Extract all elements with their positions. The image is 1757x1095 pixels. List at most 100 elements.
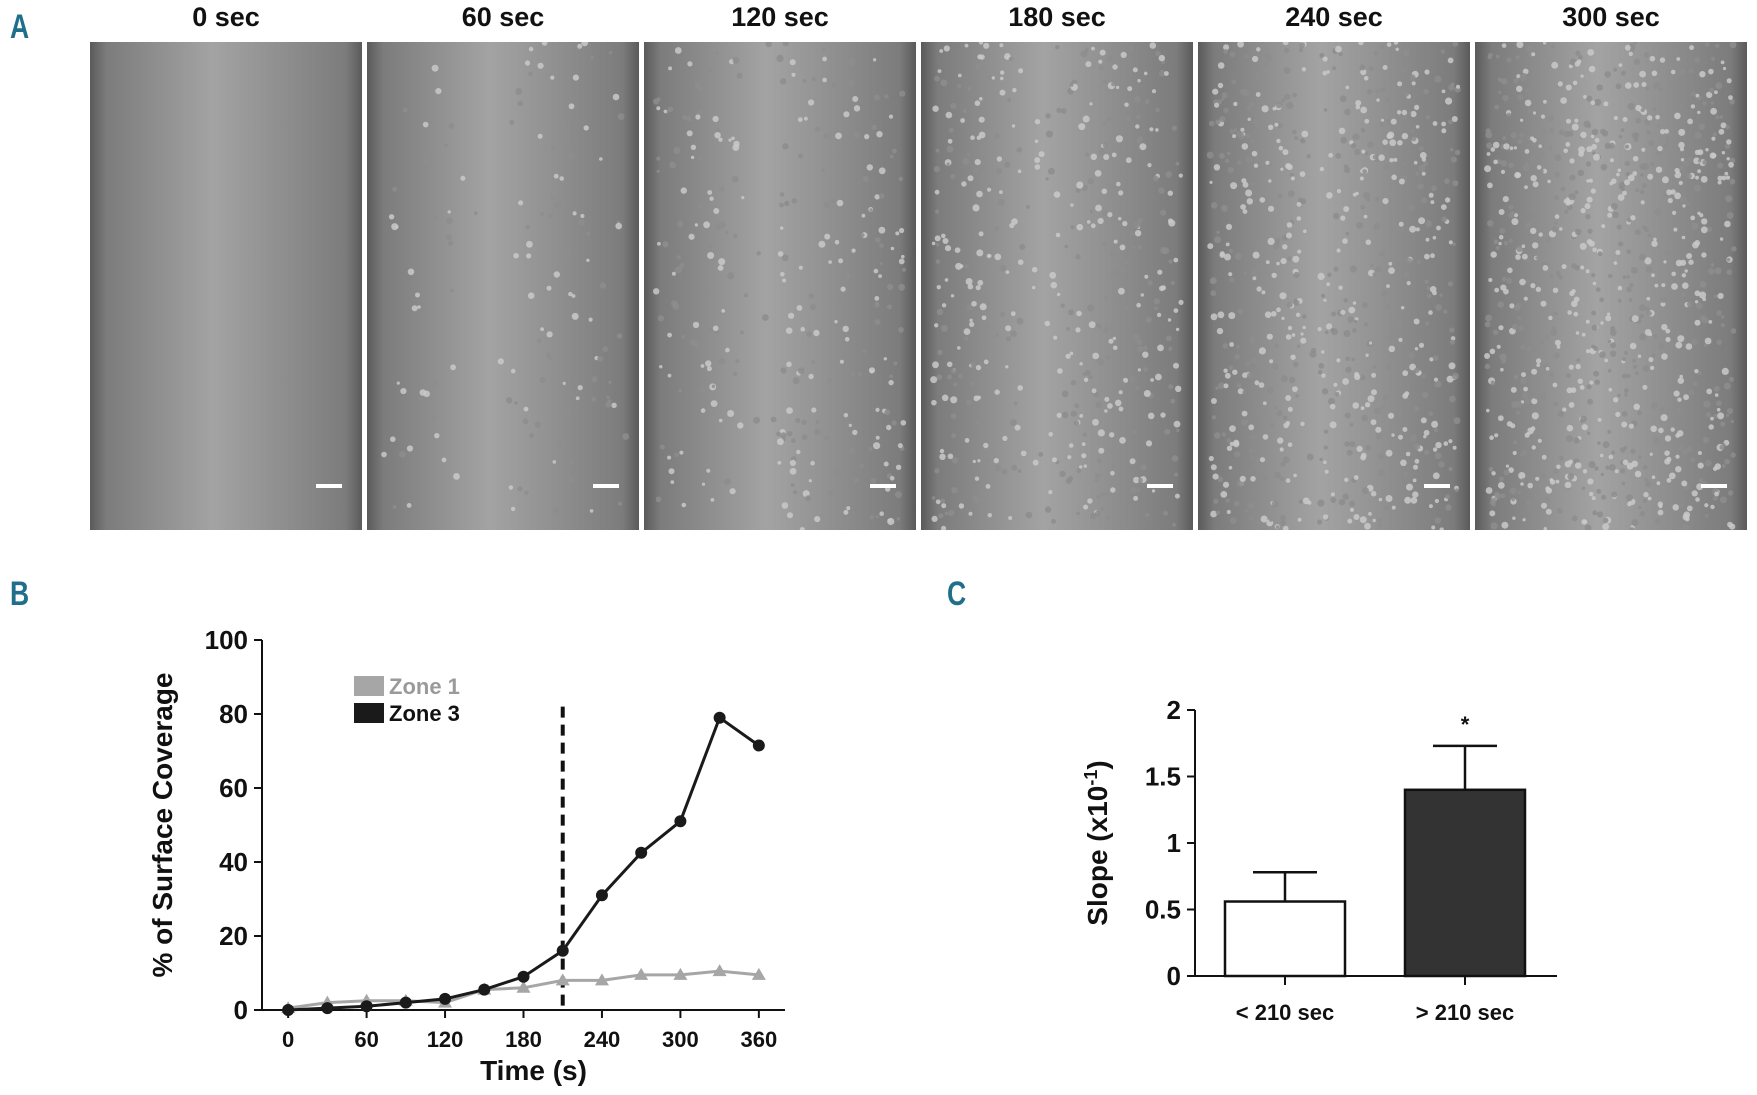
cell	[1523, 164, 1530, 172]
cell	[1342, 378, 1349, 385]
cell	[1659, 406, 1665, 412]
cell	[1597, 251, 1603, 257]
cell	[1667, 197, 1673, 204]
cell	[1393, 124, 1402, 132]
cell	[1524, 279, 1530, 285]
cell	[1530, 283, 1536, 289]
cell	[1654, 208, 1662, 216]
cell	[1554, 221, 1558, 225]
cell	[1116, 181, 1121, 187]
microscopy-frame	[921, 42, 1193, 530]
cell	[545, 352, 551, 358]
cell	[801, 419, 807, 425]
cell	[1257, 472, 1263, 478]
cell	[851, 248, 856, 253]
cell	[1338, 285, 1343, 290]
cell	[942, 238, 949, 244]
cell	[999, 312, 1005, 317]
cell	[1516, 85, 1523, 92]
cell	[1535, 81, 1540, 86]
cell	[548, 213, 553, 219]
cell	[837, 295, 841, 300]
cell	[1423, 161, 1428, 167]
cell	[1232, 134, 1237, 139]
cell	[731, 175, 739, 183]
cell	[1438, 461, 1445, 468]
cell	[1349, 500, 1356, 507]
cell	[1522, 518, 1526, 522]
cell	[935, 148, 940, 153]
cell	[862, 349, 866, 354]
cell	[1380, 118, 1385, 122]
cell	[1250, 182, 1254, 186]
cell	[668, 66, 673, 71]
cell	[1147, 412, 1155, 420]
cell	[1486, 142, 1493, 149]
cell	[1573, 437, 1580, 444]
cell	[1549, 372, 1554, 378]
cell	[1131, 245, 1136, 250]
cell	[967, 283, 974, 290]
cell	[419, 389, 427, 396]
data-point	[360, 1000, 373, 1013]
cell	[450, 364, 456, 371]
cell	[1630, 266, 1638, 274]
cell	[806, 331, 812, 337]
cell	[1620, 468, 1626, 474]
cell	[831, 199, 835, 204]
cell	[577, 43, 583, 49]
cell	[1535, 476, 1540, 481]
cell	[1577, 378, 1583, 384]
cell	[887, 283, 894, 291]
cell	[1701, 317, 1709, 324]
cell	[1293, 298, 1298, 303]
cell	[1413, 405, 1420, 412]
cell	[1222, 343, 1228, 349]
cell	[1632, 171, 1638, 176]
cell	[553, 271, 560, 278]
cell	[1362, 487, 1369, 495]
cell	[715, 51, 719, 55]
cell	[1664, 129, 1669, 134]
cell	[1673, 390, 1680, 397]
cell	[1585, 319, 1590, 324]
cell	[1544, 334, 1550, 340]
cell	[947, 374, 952, 380]
cell	[1110, 269, 1118, 277]
legend-swatch	[354, 676, 384, 696]
frame-label: 60 sec	[461, 2, 545, 32]
cell	[1329, 421, 1337, 429]
cell	[1371, 389, 1377, 396]
cell	[1721, 151, 1726, 155]
cell	[1520, 118, 1524, 122]
cell	[1348, 306, 1356, 314]
cell	[976, 135, 981, 140]
cell	[997, 198, 1005, 207]
cell	[1217, 311, 1225, 319]
cell	[1556, 464, 1561, 470]
cell	[1162, 247, 1170, 255]
cell	[1533, 161, 1537, 166]
cell	[1018, 68, 1024, 74]
cell	[878, 226, 886, 234]
cell	[1620, 128, 1625, 132]
cell	[1434, 377, 1438, 382]
cell	[822, 56, 827, 62]
cell	[1560, 186, 1566, 192]
cell	[1726, 139, 1732, 145]
cell	[1498, 242, 1502, 246]
cell	[1694, 149, 1700, 155]
cell	[943, 45, 950, 52]
cell	[944, 511, 949, 516]
cell	[1431, 420, 1439, 428]
cell	[874, 94, 880, 101]
cell	[1293, 473, 1297, 478]
cell	[839, 359, 844, 364]
cell	[1225, 498, 1230, 503]
cell	[1383, 164, 1390, 171]
cell	[1550, 44, 1556, 49]
cell	[1635, 188, 1639, 192]
cell	[1435, 441, 1442, 449]
cell	[589, 509, 594, 513]
cell	[1340, 136, 1348, 144]
